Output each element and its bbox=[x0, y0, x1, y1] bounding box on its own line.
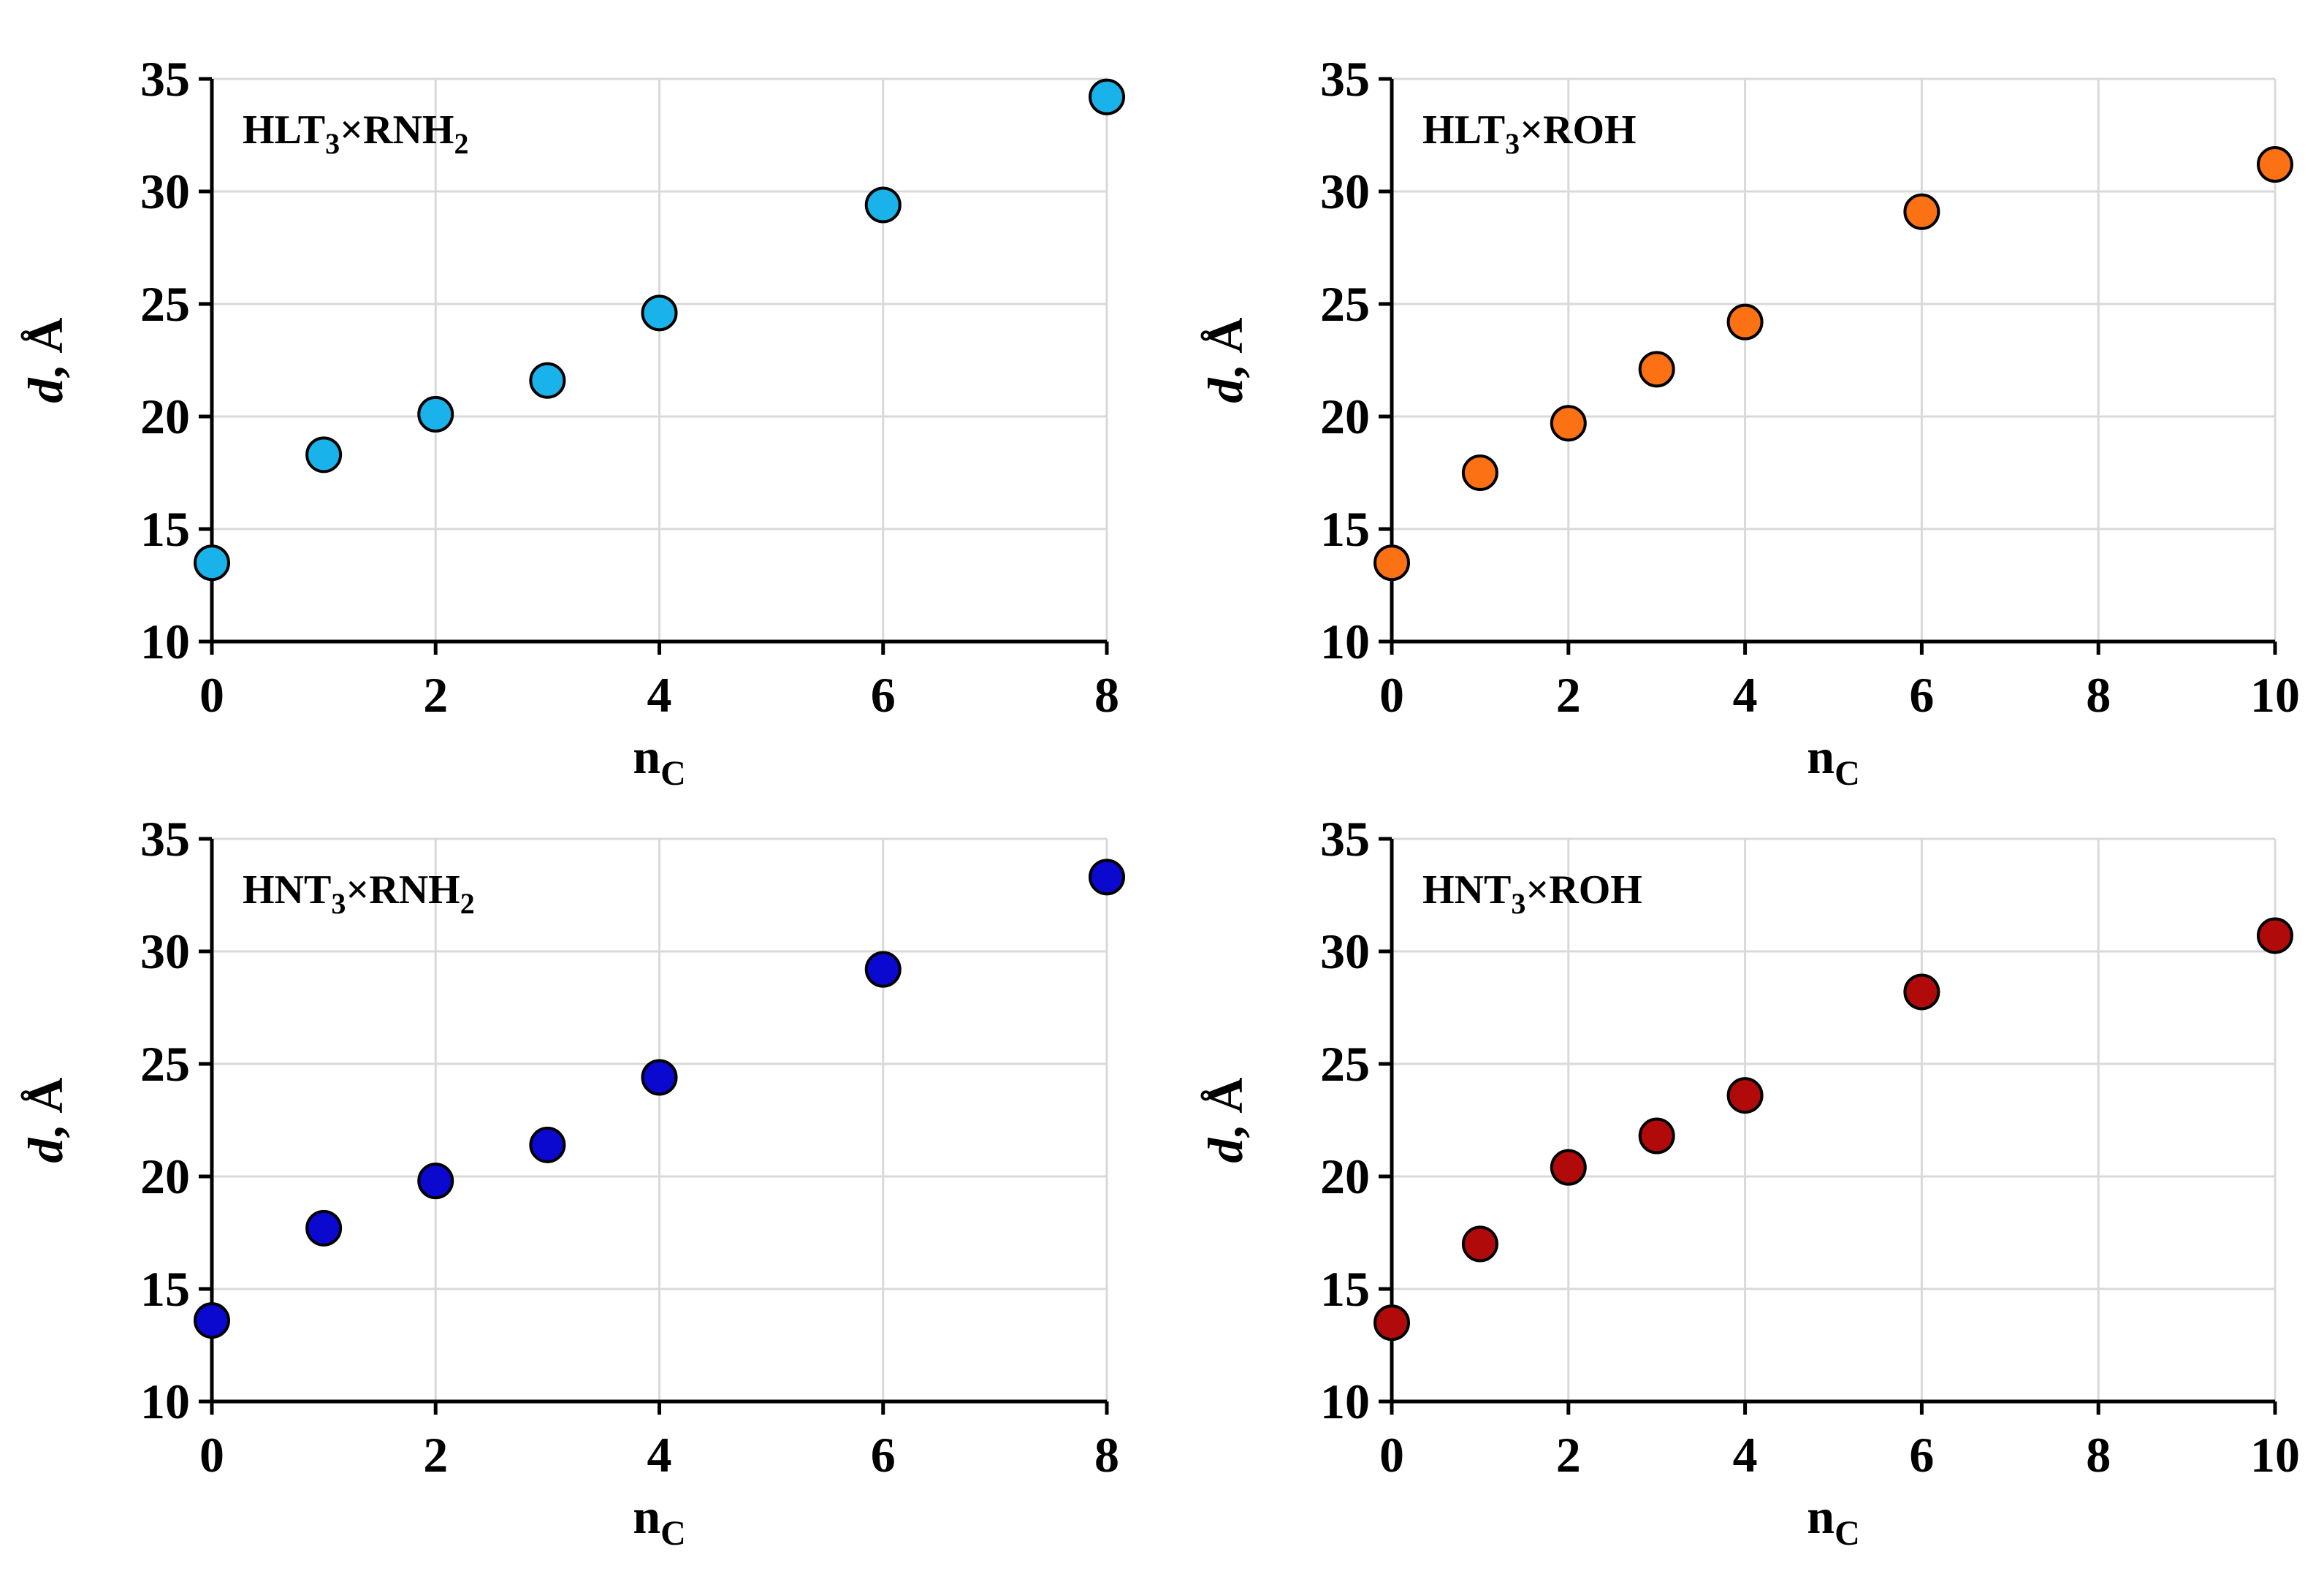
panel-title: HLT3×RNH2 bbox=[243, 107, 468, 160]
y-tick-label: 10 bbox=[140, 614, 190, 669]
x-tick-label: 0 bbox=[1379, 1427, 1404, 1483]
data-point bbox=[1374, 1304, 1410, 1342]
x-tick-label: 10 bbox=[2250, 667, 2300, 723]
data-point bbox=[1903, 193, 1940, 230]
x-tick-label: 2 bbox=[1556, 1427, 1581, 1483]
y-tick-label: 15 bbox=[1320, 501, 1370, 557]
x-tick-label: 2 bbox=[423, 667, 448, 723]
y-tick-label: 30 bbox=[140, 164, 190, 219]
x-tick-label: 4 bbox=[647, 1427, 672, 1483]
x-axis-label: nC bbox=[1807, 729, 1860, 793]
x-tick-label: 6 bbox=[1909, 667, 1934, 723]
x-axis-label: nC bbox=[1807, 1488, 1860, 1553]
data-point bbox=[1374, 544, 1410, 582]
chart-panel-1: 10 15 20 25 30 35 0 2 4 6 8 nC d, Å HLT3×RNH2 bbox=[18, 51, 1125, 793]
y-tick-label: 20 bbox=[140, 1149, 190, 1204]
x-tick-label: 4 bbox=[1733, 1427, 1758, 1483]
y-tick-label: 25 bbox=[1320, 1036, 1370, 1092]
x-tick-label: 6 bbox=[871, 1427, 896, 1483]
data-point bbox=[2257, 917, 2293, 954]
y-tick-label: 30 bbox=[1320, 164, 1370, 219]
y-tick-label: 20 bbox=[140, 389, 190, 444]
x-tick-label: 4 bbox=[1733, 667, 1758, 723]
panel-title: HNT3×RNH2 bbox=[243, 867, 475, 920]
data-point bbox=[641, 294, 678, 332]
y-tick-label: 20 bbox=[1320, 389, 1370, 444]
data-point bbox=[305, 436, 343, 473]
data-point bbox=[1089, 859, 1125, 896]
y-axis-label: d, Å bbox=[1197, 1077, 1253, 1163]
chart-panel-3: 10 15 20 25 30 35 0 2 4 6 8 nC d, Å HNT3×RNH2 bbox=[18, 811, 1125, 1553]
x-tick-label: 2 bbox=[423, 1427, 448, 1483]
y-tick-label: 10 bbox=[1320, 1374, 1370, 1429]
data-point bbox=[1461, 454, 1498, 491]
y-tick-label: 35 bbox=[1320, 51, 1370, 107]
x-tick-label: 0 bbox=[199, 1427, 224, 1483]
x-tick-label: 10 bbox=[2250, 1427, 2300, 1483]
data-point bbox=[641, 1059, 678, 1096]
data-point bbox=[1638, 351, 1675, 388]
data-point bbox=[1726, 303, 1764, 341]
x-axis-label: nC bbox=[633, 1488, 686, 1553]
x-tick-label: 2 bbox=[1556, 667, 1581, 723]
x-tick-label: 4 bbox=[647, 667, 672, 723]
data-point bbox=[864, 186, 902, 224]
y-tick-label: 25 bbox=[140, 1036, 190, 1092]
data-point bbox=[2257, 146, 2293, 183]
y-tick-label: 25 bbox=[140, 276, 190, 332]
y-tick-label: 30 bbox=[1320, 924, 1370, 979]
data-point bbox=[194, 544, 230, 582]
data-point bbox=[417, 395, 454, 433]
data-point bbox=[1550, 405, 1587, 442]
y-tick-label: 35 bbox=[1320, 811, 1370, 867]
x-tick-label: 8 bbox=[1094, 1427, 1119, 1483]
panel-title: HLT3×ROH bbox=[1422, 107, 1637, 160]
y-axis-label: d, Å bbox=[1197, 317, 1253, 403]
y-tick-label: 35 bbox=[140, 51, 190, 107]
x-axis-label: nC bbox=[633, 729, 686, 793]
x-tick-label: 0 bbox=[1379, 667, 1404, 723]
y-axis-label: d, Å bbox=[18, 1077, 73, 1163]
data-point bbox=[1089, 78, 1125, 115]
data-point bbox=[1461, 1225, 1498, 1263]
y-tick-label: 35 bbox=[140, 811, 190, 867]
data-point bbox=[529, 362, 566, 399]
data-point bbox=[417, 1163, 454, 1200]
y-tick-label: 15 bbox=[140, 1261, 190, 1317]
data-point bbox=[1550, 1149, 1587, 1186]
data-point bbox=[194, 1302, 230, 1339]
y-tick-label: 10 bbox=[140, 1374, 190, 1429]
panel-title: HNT3×ROH bbox=[1422, 867, 1642, 920]
y-tick-label: 20 bbox=[1320, 1149, 1370, 1204]
x-tick-label: 0 bbox=[199, 667, 224, 723]
data-point bbox=[305, 1209, 343, 1247]
x-tick-label: 8 bbox=[2086, 1427, 2111, 1483]
chart-panel-4: 10 15 20 25 30 35 0 2 4 6 8 10 nC d, Å HNT3×ROH bbox=[1197, 811, 2300, 1553]
y-tick-label: 15 bbox=[140, 501, 190, 557]
data-point bbox=[864, 951, 902, 988]
x-tick-label: 8 bbox=[1094, 667, 1119, 723]
x-tick-label: 8 bbox=[2086, 667, 2111, 723]
data-point bbox=[1903, 973, 1940, 1011]
chart-panel-2: 10 15 20 25 30 35 0 2 4 6 8 10 nC d, Å HLT3×ROH bbox=[1197, 51, 2300, 793]
y-tick-label: 25 bbox=[1320, 276, 1370, 332]
x-tick-label: 6 bbox=[1909, 1427, 1934, 1483]
data-point bbox=[1726, 1077, 1764, 1114]
x-tick-label: 6 bbox=[871, 667, 896, 723]
y-tick-label: 15 bbox=[1320, 1261, 1370, 1317]
data-point bbox=[529, 1126, 566, 1163]
y-tick-label: 30 bbox=[140, 924, 190, 979]
data-point bbox=[1638, 1117, 1675, 1155]
y-axis-label: d, Å bbox=[18, 317, 73, 403]
y-tick-label: 10 bbox=[1320, 614, 1370, 669]
